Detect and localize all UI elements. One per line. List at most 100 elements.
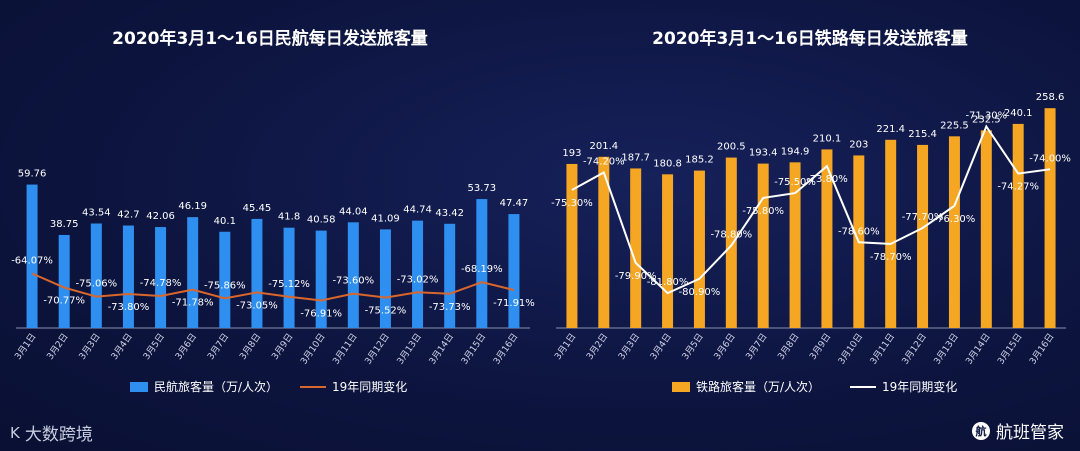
railway-x-tick-label: 3月14日 xyxy=(964,331,993,366)
aviation-bar xyxy=(155,227,167,328)
railway-change-label: -81.80% xyxy=(647,277,689,288)
chart-title-civil-aviation: 2020年3月1～16日民航每日发送旅客量 xyxy=(112,29,428,49)
aviation-bar-label: 41.09 xyxy=(371,213,400,224)
railway-change-label: -73.80% xyxy=(806,174,848,185)
railway-bar-label: 193.4 xyxy=(749,148,778,159)
aviation-bar-label: 53.73 xyxy=(467,183,496,194)
aviation-x-tick-label: 3月8日 xyxy=(237,331,263,361)
railway-x-tick-label: 3月9日 xyxy=(807,331,833,361)
aviation-change-label: -70.77% xyxy=(43,296,85,307)
aviation-change-label: -71.91% xyxy=(493,298,535,309)
aviation-change-label: -73.80% xyxy=(108,302,150,313)
railway-bar xyxy=(1044,108,1056,328)
railway-bar xyxy=(566,163,578,328)
aviation-x-tick-label: 3月4日 xyxy=(109,331,135,361)
footer-brand-right: 航 航班管家 xyxy=(972,418,1064,443)
aviation-x-tick-label: 3月6日 xyxy=(173,331,199,361)
brand-name-right: 航班管家 xyxy=(996,423,1064,443)
railway-legend-line-label: 19年同期变化 xyxy=(882,379,957,394)
aviation-bar xyxy=(219,231,231,328)
aviation-bar xyxy=(251,218,263,328)
aviation-bar-label: 40.1 xyxy=(214,216,236,227)
railway-bar xyxy=(789,162,801,328)
railway-bar-label: 210.1 xyxy=(813,133,842,144)
brand-logo-icon: K xyxy=(10,423,20,442)
railway-bar-label: 221.4 xyxy=(876,124,905,135)
railway-bar-label: 194.9 xyxy=(781,146,810,157)
aviation-change-label: -76.91% xyxy=(300,309,342,320)
aviation-x-tick-label: 3月9日 xyxy=(270,331,296,361)
aviation-bar-label: 45.45 xyxy=(243,203,272,214)
aviation-bar xyxy=(58,235,70,328)
railway-legend-bar-swatch xyxy=(672,382,690,392)
railway-bar xyxy=(630,168,642,328)
railway-change-label: -80.90% xyxy=(679,287,721,298)
aviation-bar xyxy=(283,227,295,328)
railway-bar xyxy=(917,144,929,328)
aviation-change-label: -73.73% xyxy=(429,302,471,313)
railway-x-tick-label: 3月8日 xyxy=(776,331,802,361)
aviation-change-label: -73.60% xyxy=(332,276,374,287)
railway-change-label: -78.60% xyxy=(838,226,880,237)
railway-x-tick-label: 3月15日 xyxy=(995,331,1024,366)
railway-bar-label: 200.5 xyxy=(717,142,746,153)
aviation-bar xyxy=(444,223,456,328)
aviation-x-tick-label: 3月11日 xyxy=(331,331,360,366)
aviation-bar-label: 43.54 xyxy=(82,208,111,219)
railway-change-label: -75.50% xyxy=(774,177,816,188)
aviation-bar-label: 42.06 xyxy=(146,211,175,222)
railway-bar-label: 193 xyxy=(562,148,581,159)
railway-x-tick-label: 3月2日 xyxy=(584,331,610,361)
aviation-change-label: -64.07% xyxy=(11,256,53,267)
railway-change-label: -76.30% xyxy=(934,214,976,225)
railway-bar-label: 201.4 xyxy=(589,141,618,152)
chart-title-railway: 2020年3月1～16日铁路每日发送旅客量 xyxy=(652,29,968,49)
aviation-x-tick-label: 3月13日 xyxy=(395,331,424,366)
aviation-legend-line-label: 19年同期变化 xyxy=(332,379,407,394)
aviation-change-label: -74.78% xyxy=(140,278,182,289)
railway-x-tick-label: 3月7日 xyxy=(744,331,770,361)
aviation-change-line xyxy=(31,272,515,302)
railway-bar-label: 225.5 xyxy=(940,120,969,131)
railway-x-tick-label: 3月3日 xyxy=(616,331,642,361)
aviation-bar xyxy=(26,184,38,328)
railway-x-tick-label: 3月1日 xyxy=(552,331,578,361)
aviation-x-tick-label: 3月15日 xyxy=(459,331,488,366)
railway-bar xyxy=(885,139,897,328)
railway-bar xyxy=(948,136,960,328)
aviation-change-label: -75.86% xyxy=(204,280,246,291)
aviation-change-label: -75.12% xyxy=(268,279,310,290)
aviation-x-tick-label: 3月16日 xyxy=(491,331,520,366)
aviation-x-tick-label: 3月14日 xyxy=(427,331,456,366)
aviation-x-tick-label: 3月5日 xyxy=(141,331,167,361)
railway-bar-label: 180.8 xyxy=(653,158,682,169)
aviation-bar-label: 38.75 xyxy=(50,219,79,230)
aviation-x-tick-label: 3月3日 xyxy=(77,331,103,361)
railway-change-label: -79.90% xyxy=(615,271,657,282)
railway-change-line xyxy=(571,124,1051,295)
aviation-x-tick-label: 3月7日 xyxy=(205,331,231,361)
aviation-x-tick-label: 3月12日 xyxy=(363,331,392,366)
aviation-bar xyxy=(187,217,199,328)
railway-bar-label: 203 xyxy=(849,139,868,150)
aviation-bar xyxy=(508,214,520,328)
aviation-bar xyxy=(315,230,327,328)
footer-brand-left: K 大数跨境 xyxy=(10,420,93,446)
railway-x-tick-label: 3月6日 xyxy=(712,331,738,361)
railway-change-label: -75.30% xyxy=(551,198,593,209)
railway-x-tick-label: 3月11日 xyxy=(868,331,897,366)
aviation-legend-bar-swatch xyxy=(130,382,148,392)
aviation-bar-label: 59.76 xyxy=(18,169,47,180)
aviation-x-tick-label: 3月1日 xyxy=(13,331,39,361)
railway-bar-label: 232.5 xyxy=(972,114,1001,125)
railway-bar xyxy=(980,130,992,328)
railway-bar-label: 187.7 xyxy=(621,152,650,163)
aviation-x-tick-label: 3月2日 xyxy=(45,331,71,361)
railway-change-label: -77.70% xyxy=(902,212,944,223)
aviation-bar-label: 42.7 xyxy=(117,210,139,221)
railway-x-tick-label: 3月4日 xyxy=(648,331,674,361)
aviation-change-label: -75.06% xyxy=(75,279,117,290)
railway-bar xyxy=(598,156,610,328)
aviation-change-label: -75.52% xyxy=(365,306,407,317)
